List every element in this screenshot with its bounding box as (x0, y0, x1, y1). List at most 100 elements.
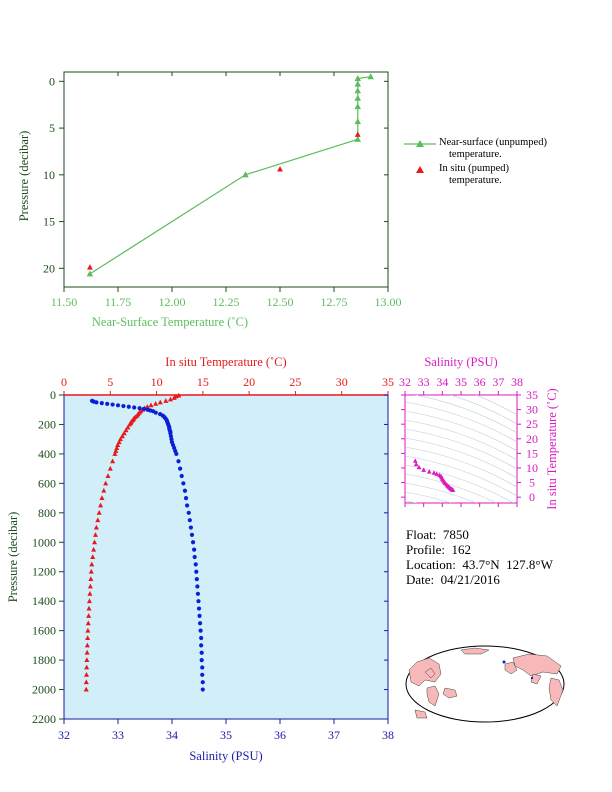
salinity-point (174, 451, 179, 457)
salinity-point (200, 665, 205, 670)
salinity-point (181, 481, 186, 486)
ts-x-tick-label: 35 (455, 375, 467, 389)
temperature-point (84, 657, 90, 663)
ts-point (413, 461, 419, 467)
pressure-tick-label: 200 (38, 417, 56, 431)
density-contour (405, 428, 517, 470)
temperature-point (89, 561, 95, 567)
temperature-point (86, 613, 92, 618)
ts-x-tick-label: 33 (418, 375, 430, 389)
sal-tick-label: 34 (166, 728, 178, 742)
temperature-point (88, 576, 94, 582)
temperature-point (96, 510, 102, 515)
salinity-point (179, 473, 184, 479)
temp-tick-label: 35 (382, 375, 394, 389)
pressure-tick-label: 2200 (32, 712, 56, 726)
temperature-profile (83, 392, 182, 692)
near-surface-y-label: Pressure (decibar) (17, 131, 31, 222)
temperature-point (84, 649, 90, 655)
salinity-point (200, 680, 205, 685)
salinity-point (137, 406, 142, 411)
ts-point (421, 467, 427, 472)
continents (408, 647, 564, 719)
x-tick-label: 11.75 (105, 295, 132, 309)
temperature-point (103, 480, 109, 486)
ts-y-tick-label: 35 (526, 388, 538, 402)
ts-y-tick-label: 5 (529, 476, 535, 490)
unpumped-point (354, 80, 361, 87)
ts-y-tick-label: 25 (526, 417, 538, 431)
temperature-point (83, 679, 89, 685)
pressure-tick-label: 1600 (32, 624, 56, 638)
salinity-axis-ticks: 32 33 34 35 36 37 38 (58, 719, 394, 742)
pressure-tick-label: 1800 (32, 653, 56, 667)
salinity-point (192, 554, 197, 560)
temperature-point (92, 539, 98, 545)
y-tick-label: 5 (49, 121, 55, 135)
pressure-tick-label: 0 (50, 388, 56, 402)
pumped-point (354, 131, 361, 137)
temperature-point (93, 524, 99, 530)
x-tick-label: 12.75 (321, 295, 348, 309)
unpumped-point (86, 270, 94, 277)
salinity-point (200, 672, 205, 677)
temp-tick-label: 5 (107, 375, 113, 389)
pressure-tick-label: 400 (38, 447, 56, 461)
salinity-point (199, 635, 204, 641)
ts-y-tick-label: 30 (526, 403, 538, 417)
profile-date: Date: 04/21/2016 (406, 572, 500, 587)
temperature-point (171, 395, 177, 400)
y-tick-label: 15 (43, 215, 55, 229)
sal-tick-label: 33 (112, 728, 124, 742)
ts-point (426, 469, 432, 474)
sal-tick-label: 35 (220, 728, 232, 742)
temperature-point (95, 517, 101, 523)
ts-x-tick-label: 32 (399, 375, 411, 389)
float-info: Float: 7850 Profile: 162 Location: 43.7°… (406, 527, 553, 587)
ts-x-tick-label: 38 (511, 375, 523, 389)
temperature-point (110, 458, 116, 464)
density-contour (405, 410, 517, 452)
near-surface-x-ticks: 11.50 11.75 12.00 12.25 12.50 12.75 13.00 (51, 72, 402, 309)
salinity-point (193, 562, 198, 567)
temperature-point (105, 473, 111, 478)
density-contour (405, 482, 477, 503)
near-surface-x-label: Near-Surface Temperature (˚C) (92, 315, 248, 329)
density-contour (405, 446, 517, 488)
temperature-axis-ticks: 0 5 10 15 20 25 30 35 (61, 375, 394, 395)
salinity-point (199, 657, 204, 663)
salinity-point (192, 547, 197, 552)
temperature-point (113, 448, 119, 453)
density-contour (405, 464, 515, 503)
y-tick-label: 0 (49, 74, 55, 88)
salinity-point (186, 510, 191, 515)
temperature-point (114, 445, 120, 450)
sal-tick-label: 36 (274, 728, 286, 742)
ts-point (434, 471, 440, 476)
x-tick-label: 11.50 (51, 295, 78, 309)
salinity-profile (89, 398, 205, 692)
ts-x-tick-label: 36 (474, 375, 486, 389)
x-tick-label: 12.50 (267, 295, 294, 309)
salinity-point (115, 403, 121, 408)
salinity-point (195, 591, 201, 596)
temperature-point (125, 424, 131, 430)
ts-point (416, 464, 422, 470)
salinity-point (189, 532, 195, 538)
ts-title: Salinity (PSU) (424, 355, 497, 369)
unpumped-point (242, 171, 249, 178)
unpumped-temperature-markers (86, 73, 374, 277)
salinity-point (187, 518, 192, 523)
near-surface-legend: Near-surface (unpumped) temperature. In … (403, 137, 547, 189)
temperature-point (107, 465, 113, 471)
sal-tick-label: 37 (328, 728, 340, 742)
salinity-point (197, 621, 203, 626)
ts-y-tick-label: 20 (526, 432, 538, 446)
temperature-point (86, 605, 92, 611)
density-contour (405, 455, 517, 497)
salinity-point (105, 401, 110, 406)
pressure-tick-label: 2000 (32, 683, 56, 697)
unpumped-point (354, 87, 361, 94)
unpumped-point (354, 102, 361, 110)
unpumped-point (354, 117, 361, 125)
